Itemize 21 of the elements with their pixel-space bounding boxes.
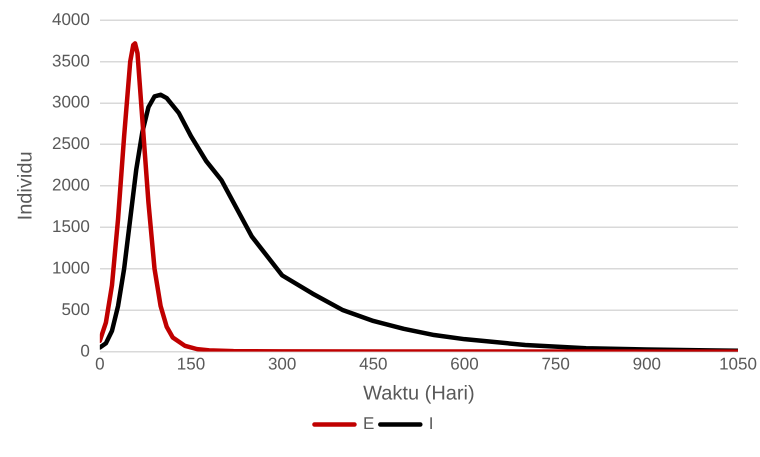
x-tick-label: 1050: [719, 354, 757, 374]
y-tick-label: 1500: [52, 217, 90, 236]
x-tick-label: 450: [359, 354, 388, 374]
y-axis-title: Individu: [14, 151, 37, 220]
x-tick-label: 750: [541, 354, 570, 374]
x-tick-label: 600: [450, 354, 479, 374]
y-tick-label: 2500: [52, 134, 90, 154]
x-axis-title: Waktu (Hari): [363, 382, 475, 405]
y-tick-label: 1000: [52, 258, 90, 278]
y-tick-label: 3500: [52, 51, 90, 70]
x-tick-label: 150: [176, 354, 206, 374]
legend-label: E: [362, 414, 374, 434]
x-tick-label: 900: [632, 354, 662, 374]
x-tick-label: 0: [95, 354, 105, 374]
y-tick-label: 3000: [52, 92, 90, 112]
y-tick-label: 500: [61, 300, 90, 319]
legend-label: I: [428, 414, 434, 434]
x-tick-label: 300: [268, 354, 296, 374]
y-tick-label: 4000: [52, 10, 90, 29]
y-tick-label: 0: [80, 341, 90, 360]
y-tick-label: 2000: [52, 176, 90, 195]
